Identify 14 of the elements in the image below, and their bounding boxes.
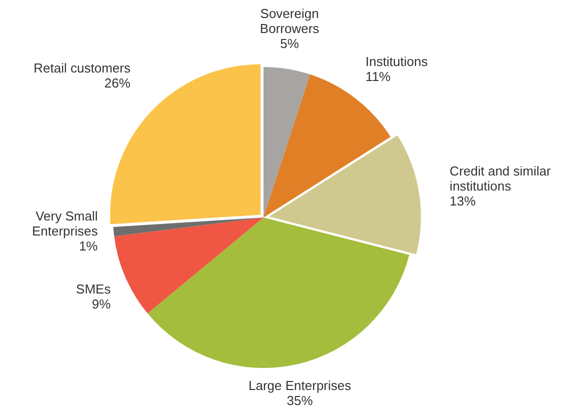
data-label: 11%	[366, 69, 392, 84]
data-label: 13%	[450, 194, 476, 209]
data-label: 35%	[286, 393, 314, 408]
slice-label: Sovereign Borrowers	[260, 6, 320, 36]
slice-label: Large Enterprises	[248, 378, 352, 394]
data-label: 5%	[280, 36, 300, 52]
data-label: 1%	[78, 238, 98, 254]
slice-label: Very Small Enterprises	[32, 208, 98, 239]
data-label: 26%	[104, 76, 131, 91]
data-label: 9%	[92, 296, 112, 312]
slice-label: Credit and similar institutions	[450, 164, 552, 194]
slice-label: Institutions	[366, 54, 428, 70]
slice-label: SMEs	[76, 282, 112, 297]
slice-label: Retail customers	[34, 60, 131, 76]
